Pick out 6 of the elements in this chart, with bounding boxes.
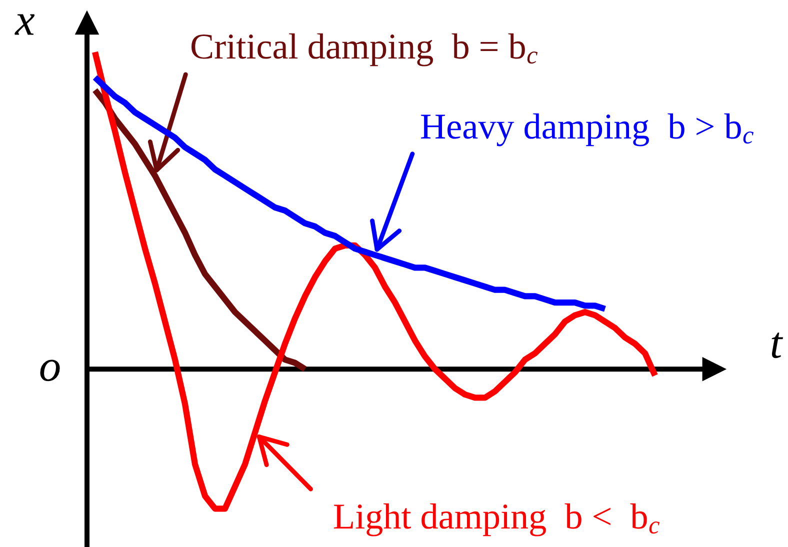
annotation: Critical damping b = b$_{c}$ xyxy=(191,33,538,66)
text: o xyxy=(40,360,60,382)
annotation: Light damping b < b$_{c}$ xyxy=(334,503,660,536)
annotation: Heavy damping b > b$_{c}$ xyxy=(421,113,754,146)
y-axis-title: x xyxy=(14,14,35,35)
x-axis-title: t xyxy=(772,332,784,358)
